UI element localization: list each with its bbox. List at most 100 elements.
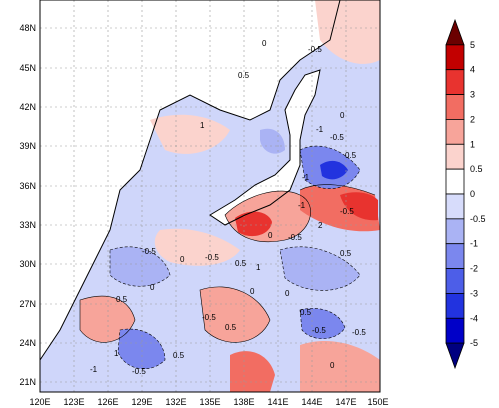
lon-tick-label: 141E xyxy=(267,397,288,407)
colorbar-segment xyxy=(445,143,465,170)
lon-axis: 120E 123E 126E 129E 132E 135E 138E 141E … xyxy=(29,397,388,407)
contour-label: 0.5 xyxy=(116,295,128,304)
colorbar-segment xyxy=(445,69,465,95)
contour-label: 2 xyxy=(318,221,323,230)
contour-label: -0.5 xyxy=(288,233,302,242)
contour-label: 0.5 xyxy=(238,71,250,80)
positive-area xyxy=(300,340,380,392)
colorbar-segment xyxy=(445,268,465,294)
colorbar-segment xyxy=(445,44,465,71)
lon-tick-label: 129E xyxy=(131,397,152,407)
contour-label: -0.5 xyxy=(340,207,354,216)
contour-label: 0 xyxy=(330,361,335,370)
colorbar-label: 0.5 xyxy=(470,164,483,174)
lat-axis: 48N 45N 42N 39N 36N 33N 30N 27N 24N 21N xyxy=(19,23,36,387)
coastline xyxy=(40,0,341,361)
contour-label: -1 xyxy=(302,173,310,182)
contour-label: 0 xyxy=(268,231,273,240)
colorbar-label: 3 xyxy=(470,90,475,100)
contour-label: -0.5 xyxy=(202,313,216,322)
contour-label: 0 xyxy=(250,287,255,296)
colorbar-segment xyxy=(445,168,465,195)
contour-label: 1 xyxy=(200,121,205,130)
lon-tick-label: 126E xyxy=(97,397,118,407)
lon-tick-label: 147E xyxy=(335,397,356,407)
contour-label: -0.5 xyxy=(205,253,219,262)
colorbar-segment xyxy=(445,94,465,120)
lon-tick-label: 120E xyxy=(29,397,50,407)
lat-tick-label: 27N xyxy=(19,299,36,309)
contour-label: 1 xyxy=(256,263,261,272)
colorbar-label: -2 xyxy=(470,264,478,274)
lon-tick-label: 138E xyxy=(233,397,254,407)
negative-area xyxy=(110,246,170,287)
lat-tick-label: 21N xyxy=(19,377,36,387)
strong-negative-area xyxy=(320,160,348,180)
lat-tick-label: 48N xyxy=(19,23,36,33)
contour-label: 0.5 xyxy=(173,351,185,360)
colorbar-label: -3 xyxy=(470,288,478,298)
colorbar-label: 5 xyxy=(470,40,475,50)
lat-tick-label: 30N xyxy=(19,259,36,269)
colorbar-segment xyxy=(445,342,465,370)
contour-label: -0.5 xyxy=(142,247,156,256)
colorbar-label: 2 xyxy=(470,114,475,124)
negative-area xyxy=(300,308,345,339)
map-frame xyxy=(39,0,381,393)
lon-tick-label: 150E xyxy=(367,397,388,407)
colorbar-segment xyxy=(445,193,465,220)
contour-label: -0.5 xyxy=(308,45,322,54)
colorbar-label: -0.5 xyxy=(470,214,486,224)
contour-label: 0 xyxy=(150,283,155,292)
positive-area xyxy=(200,286,270,343)
lon-tick-label: 132E xyxy=(165,397,186,407)
contour-label: 0.5 xyxy=(300,308,312,317)
land-mask xyxy=(40,0,340,360)
lat-tick-label: 33N xyxy=(19,220,36,230)
contour-label: -0.5 xyxy=(330,133,344,142)
contour-label: -0.5 xyxy=(132,367,146,376)
contour-label: 0.5 xyxy=(235,259,247,268)
contour-label: -0.5 xyxy=(352,328,366,337)
colorbar-label: -5 xyxy=(470,338,478,348)
contour-label: -1 xyxy=(298,201,306,210)
positive-area xyxy=(150,114,230,154)
contour-label: 0.5 xyxy=(225,323,237,332)
colorbar-segment xyxy=(445,243,465,269)
strong-positive-area xyxy=(235,211,272,237)
negative-area xyxy=(280,246,360,291)
colorbar-segment xyxy=(445,18,465,46)
colorbar-label: -1 xyxy=(470,239,478,249)
contour-label: 0 xyxy=(262,39,267,48)
contour-label: 1 xyxy=(114,349,119,358)
japan-land xyxy=(210,70,320,225)
map-field: 0 -0.5 0.5 1 -1 2 -0.5 0.5 0 -1 -0.5 0.5… xyxy=(40,0,380,392)
lat-tick-label: 42N xyxy=(19,102,36,112)
contour-label: -0.5 xyxy=(312,326,326,335)
lon-tick-label: 144E xyxy=(301,397,322,407)
contour-label: 0.5 xyxy=(345,151,357,160)
graticule xyxy=(40,0,380,392)
colorbar: 5 4 3 2 1 0.5 0 -0.5 -1 -2 -3 -4 -5 xyxy=(445,18,486,370)
lon-tick-label: 123E xyxy=(63,397,84,407)
colorbar-label: 0 xyxy=(470,189,475,199)
contour-label: -1 xyxy=(90,365,98,374)
contour-label: 0 xyxy=(285,289,290,298)
negative-area xyxy=(118,329,165,369)
negative-area xyxy=(260,128,285,154)
lat-tick-label: 39N xyxy=(19,141,36,151)
colorbar-segment xyxy=(445,317,465,344)
colorbar-label: -4 xyxy=(470,313,478,323)
contour-label: 0 xyxy=(180,255,185,264)
colorbar-label: 4 xyxy=(470,65,475,75)
contour-label: -1 xyxy=(316,125,324,134)
lon-tick-label: 135E xyxy=(199,397,220,407)
contour-label: 0.5 xyxy=(340,249,352,258)
lat-tick-label: 45N xyxy=(19,63,36,73)
positive-area xyxy=(315,0,380,64)
contour-label: 0 xyxy=(340,111,345,120)
contour-labels: 0 -0.5 0.5 1 -1 2 -0.5 0.5 0 -1 -0.5 0.5… xyxy=(90,39,366,376)
colorbar-segment xyxy=(445,218,465,245)
colorbar-segment xyxy=(445,293,465,319)
